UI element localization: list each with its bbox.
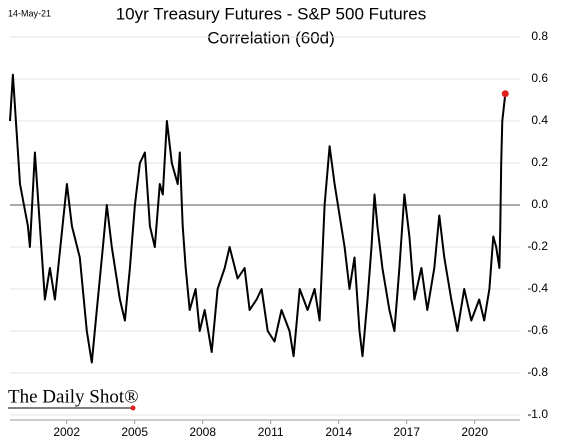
date-label: 14-May-21 [8, 8, 51, 18]
end-marker [501, 90, 509, 98]
x-tick-label: 2005 [121, 425, 148, 439]
y-tick-label: -0.8 [527, 365, 548, 379]
x-tick-label: 2017 [393, 425, 420, 439]
y-tick-label: -0.6 [527, 323, 548, 337]
source-logo: The Daily Shot® [8, 386, 139, 407]
x-tick-label: 2020 [461, 425, 488, 439]
y-tick-label: 0.2 [531, 155, 548, 169]
y-tick-label: -1.0 [527, 407, 548, 421]
logo-dot [130, 405, 136, 411]
chart-subtitle: Correlation (60d) [207, 28, 335, 47]
y-tick-label: 0.0 [531, 197, 548, 211]
y-tick-label: -0.2 [527, 239, 548, 253]
y-tick-label: 0.6 [531, 71, 548, 85]
chart-title: 10yr Treasury Futures - S&P 500 Futures [116, 4, 427, 23]
y-tick-label: 0.4 [531, 113, 548, 127]
x-tick-label: 2014 [325, 425, 352, 439]
y-tick-label: 0.8 [531, 29, 548, 43]
x-tick-label: 2011 [258, 425, 284, 439]
x-tick-label: 2008 [189, 425, 216, 439]
y-tick-label: -0.4 [527, 281, 548, 295]
series-line [9, 73, 507, 364]
x-tick-label: 2002 [53, 425, 80, 439]
